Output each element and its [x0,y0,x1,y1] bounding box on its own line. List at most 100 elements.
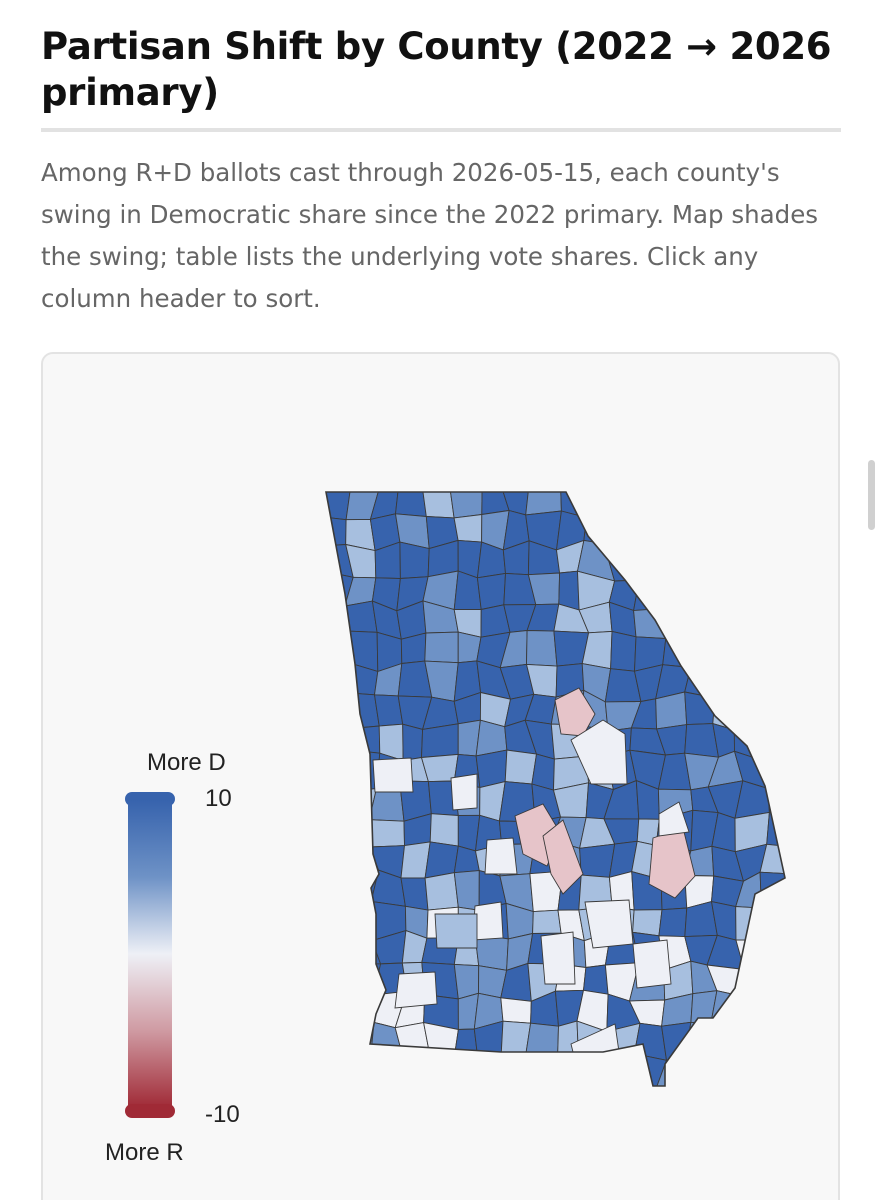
county[interactable] [736,1051,770,1088]
county[interactable] [570,719,628,785]
county[interactable] [421,1091,458,1116]
county[interactable] [603,513,642,547]
county[interactable] [637,517,664,549]
county[interactable] [500,997,532,1024]
county[interactable] [540,931,576,985]
county[interactable] [707,540,746,580]
county[interactable] [372,757,414,793]
county[interactable] [323,789,355,820]
county[interactable] [525,1052,559,1091]
county[interactable] [658,907,688,938]
county[interactable] [484,837,518,875]
county[interactable] [421,723,459,758]
county[interactable] [348,815,371,849]
county[interactable] [342,692,380,730]
county[interactable] [763,939,791,969]
county[interactable] [763,486,791,514]
county[interactable] [736,1082,771,1116]
county[interactable] [500,1020,532,1054]
county[interactable] [323,1079,351,1116]
county[interactable] [528,1083,561,1116]
county[interactable] [712,691,743,731]
county[interactable] [323,1050,351,1087]
county[interactable] [603,1079,638,1116]
county[interactable] [579,843,616,878]
county[interactable] [500,1052,530,1091]
scrollbar[interactable] [868,460,875,530]
county[interactable] [690,990,718,1025]
county[interactable] [740,512,770,550]
county[interactable] [733,632,772,666]
county[interactable] [323,690,344,730]
county[interactable] [632,939,672,989]
county[interactable] [501,1079,537,1116]
county[interactable] [368,819,405,848]
county[interactable] [733,691,766,731]
county[interactable] [655,1090,691,1116]
county[interactable] [661,517,688,549]
county[interactable] [658,801,690,837]
county[interactable] [323,630,353,671]
county[interactable] [709,1053,746,1092]
county[interactable] [420,1055,459,1091]
county[interactable] [710,1023,746,1059]
county[interactable] [453,1088,478,1116]
county[interactable] [710,486,742,521]
county[interactable] [474,1079,509,1116]
county[interactable] [684,1053,713,1092]
county[interactable] [424,631,459,664]
county[interactable] [400,877,429,911]
county[interactable] [687,1091,713,1116]
county[interactable] [766,547,791,582]
county[interactable] [707,574,742,610]
county[interactable] [664,605,694,640]
county[interactable] [558,570,580,611]
county[interactable] [349,1057,376,1089]
county[interactable] [767,512,791,550]
county[interactable] [434,913,478,949]
county[interactable] [760,632,791,666]
county[interactable] [395,486,427,517]
county[interactable] [476,572,506,611]
county[interactable] [638,545,664,581]
county[interactable] [659,573,692,609]
county[interactable] [323,876,354,907]
county[interactable] [583,513,614,545]
county[interactable] [735,906,772,941]
county[interactable] [323,843,354,878]
county[interactable] [542,819,584,895]
county[interactable] [429,813,459,847]
county[interactable] [394,971,438,1009]
county[interactable] [343,630,379,673]
county[interactable] [552,1082,589,1116]
county[interactable] [610,630,637,672]
county[interactable] [762,721,791,762]
county[interactable] [372,1088,405,1116]
county[interactable] [395,1058,432,1091]
county[interactable] [735,939,772,970]
county[interactable] [532,909,562,934]
county[interactable] [637,486,667,520]
county[interactable] [766,811,791,848]
county[interactable] [762,989,791,1025]
county[interactable] [733,603,762,643]
county[interactable] [603,1052,638,1083]
county[interactable] [684,578,711,610]
county[interactable] [347,900,373,942]
county[interactable] [577,1052,615,1084]
county[interactable] [661,486,688,522]
county[interactable] [396,1088,428,1116]
county[interactable] [633,573,666,611]
county[interactable] [709,1082,738,1116]
county[interactable] [763,659,791,700]
county[interactable] [323,603,346,634]
county[interactable] [690,605,711,640]
county[interactable] [684,519,717,547]
county[interactable] [453,1055,479,1091]
county[interactable] [609,486,640,521]
county[interactable] [557,1020,580,1061]
county[interactable] [713,515,746,547]
county[interactable] [632,909,663,937]
county[interactable] [350,963,382,1001]
county[interactable] [370,1057,405,1089]
